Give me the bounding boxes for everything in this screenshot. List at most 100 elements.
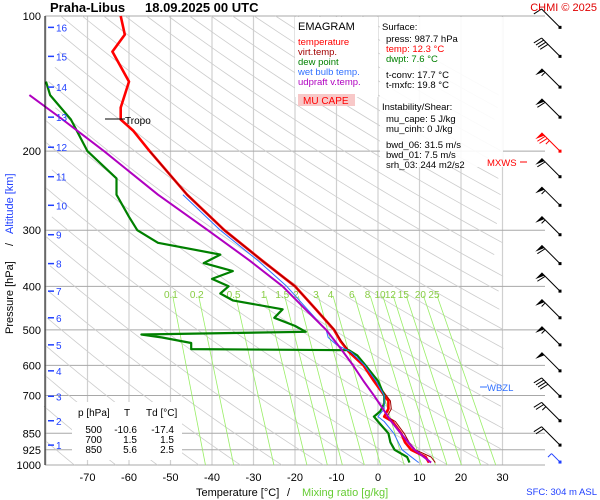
wind-barb-pennant	[535, 245, 545, 252]
mixing-ratio-label: 0.2	[190, 290, 204, 301]
t-conv: t-conv: 17.7 °C	[386, 70, 449, 81]
wind-barb-shaft	[541, 352, 561, 372]
wind-barb	[535, 326, 562, 347]
bwd-06-value: bwd_06: 31.5 m/s	[386, 140, 461, 151]
mixing-ratio-line	[297, 295, 343, 466]
dry-adiabat-line	[51, 216, 407, 466]
altitude-tick-label: 13	[56, 113, 68, 124]
t-mxfc: t-mxfc: 19.8 °C	[386, 80, 449, 91]
wind-barb-station	[558, 149, 562, 153]
wind-barb-flag	[539, 43, 549, 50]
altitude-tick-label: 6	[56, 314, 62, 325]
wind-barb	[535, 299, 562, 320]
wind-barb	[535, 244, 562, 266]
wind-barb-half-flag	[541, 329, 546, 334]
mixing-ratio-label: 12	[385, 290, 397, 301]
mixing-ratio-label: 25	[428, 290, 440, 301]
wind-barb-flag	[533, 426, 542, 433]
wind-barb-shaft	[541, 215, 561, 236]
mu-cinh-value: mu_cinh: 0 J/kg	[386, 124, 453, 135]
wind-barb-flag	[537, 381, 547, 388]
mixing-ratio-line	[235, 295, 275, 466]
temperature-tick-label: 20	[455, 472, 467, 484]
temperature-tick-label: -40	[204, 472, 220, 484]
mixing-ratio-label: 3	[313, 290, 319, 301]
wind-barb-pennant	[535, 68, 545, 76]
wind-barb-half-flag	[541, 71, 546, 77]
summary-table: p [hPa] T Td [°C] 500 -10.6 -17.4 700 1.…	[72, 402, 182, 460]
wind-barb-flag	[537, 248, 546, 255]
wind-barb	[535, 272, 562, 293]
wind-barb-shaft	[541, 426, 561, 446]
wind-barb-station	[558, 175, 562, 179]
wind-barb-shaft	[541, 98, 561, 118]
temperature-tick-label: 0	[375, 472, 381, 484]
wind-barb-half-flag	[545, 140, 550, 145]
dry-adiabat-line	[58, 51, 504, 349]
station-title: Praha-Libus	[50, 0, 125, 15]
instability-title: Instability/Shear:	[382, 102, 452, 113]
altitude-tick-label: 5	[56, 341, 62, 352]
mixing-ratio-label: 2	[293, 290, 299, 301]
table-cell: 5.6	[123, 445, 137, 456]
altitude-tick-label: 10	[56, 201, 68, 212]
wind-barb-station	[558, 369, 562, 373]
wind-barb-shaft	[541, 402, 561, 422]
info-panel: Surface: press: 987.7 hPa temp: 12.3 °C …	[380, 17, 503, 171]
wind-barb-flag	[533, 37, 542, 44]
mixing-ratio-label: 4	[328, 290, 334, 301]
wind-barb-shaft	[541, 272, 561, 292]
wind-barb-flag	[539, 383, 549, 390]
table-header-t: T	[124, 408, 130, 419]
wind-barb-flag	[537, 41, 547, 48]
temperature-tick-label: -20	[287, 472, 303, 484]
wind-barb-shaft	[541, 186, 561, 206]
wind-barb-station	[558, 85, 562, 89]
y-axis-title: Pressure [hPa]	[4, 261, 16, 334]
table-cell: 1.5	[123, 435, 137, 446]
dry-adiabat-line	[103, 15, 504, 277]
legend-wet-bulb: wet bulb temp.	[297, 67, 360, 78]
dry-adiabat-line	[189, 15, 501, 211]
surface-title: Surface:	[382, 22, 417, 33]
legend-updraft: udpraft v.temp.	[298, 77, 361, 88]
mixing-ratio-line	[332, 295, 381, 466]
mxws-label: MXWS	[487, 158, 517, 169]
series-udpraft-v-temp	[28, 94, 432, 464]
mixing-ratio-line	[198, 295, 235, 466]
mixing-ratio-line	[172, 295, 206, 466]
y-axis-separator: /	[4, 242, 16, 246]
mu-cape-label: MU CAPE	[303, 96, 349, 107]
altitude-tick-label: 15	[56, 52, 68, 63]
wind-barb-station	[558, 343, 562, 347]
wind-barb-station	[558, 203, 562, 207]
wind-barb-flag	[537, 101, 546, 108]
datetime-title: 18.09.2025 00 UTC	[145, 0, 259, 15]
mixing-ratio-label: 0.1	[164, 290, 178, 301]
wind-barb	[535, 98, 562, 119]
y-axis-title-altitude: Altitude [km]	[4, 173, 16, 234]
pressure-tick-label: 925	[23, 445, 41, 457]
wind-barb-flag	[535, 428, 545, 435]
altitude-tick-label: 12	[56, 143, 68, 154]
dry-adiabat-line	[51, 169, 490, 466]
table-header-td: Td [°C]	[146, 408, 177, 419]
temperature-tick-label: -50	[163, 472, 179, 484]
temperature-tick-label: 10	[413, 472, 425, 484]
mixing-ratio-label: 1	[261, 290, 267, 301]
altitude-tick-label: 7	[56, 287, 62, 298]
mixing-ratio-line	[265, 295, 308, 466]
pressure-tick-label: 1000	[17, 460, 41, 472]
mixing-ratio-lines	[172, 295, 497, 466]
surface-dwpt: dwpt: 7.6 °C	[386, 54, 438, 65]
dry-adiabat-line	[167, 15, 498, 224]
dry-adiabat-line	[49, 265, 324, 466]
mixing-ratio-line	[436, 295, 497, 466]
temperature-tick-label: -30	[246, 472, 262, 484]
wind-barb-shaft	[541, 326, 561, 346]
wind-barb-flag	[537, 275, 546, 282]
wind-barb	[533, 377, 562, 398]
wind-barb-station	[558, 115, 562, 119]
wind-barb-station	[558, 460, 562, 464]
